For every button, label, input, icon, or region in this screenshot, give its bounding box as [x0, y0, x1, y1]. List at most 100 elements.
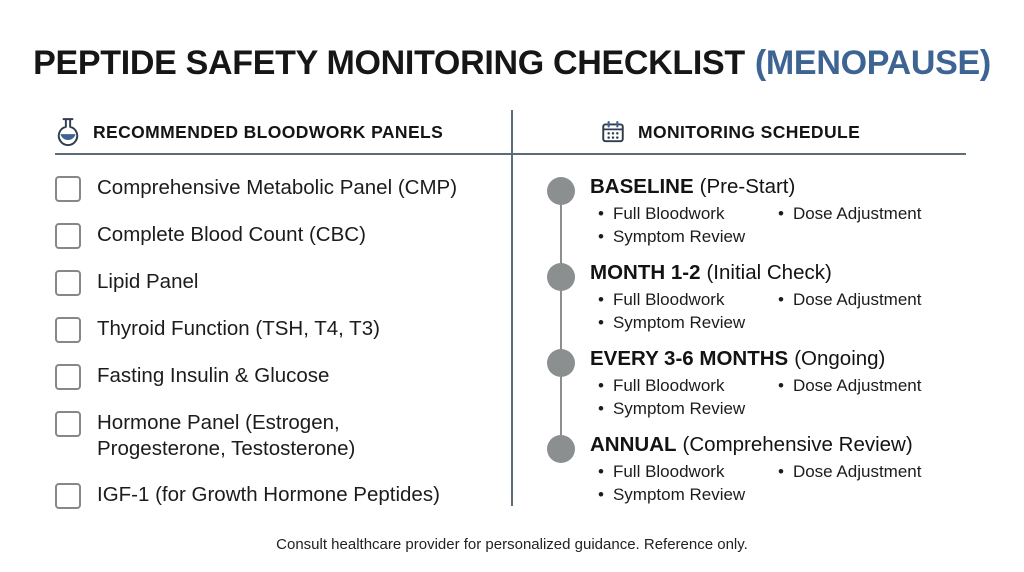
timeline-phase-annual: ANNUAL (Comprehensive Review) • Full Blood…: [547, 433, 972, 519]
checklist-item: Hormone Panel (Estrogen, Progesterone, T…: [55, 410, 503, 462]
column-divider: [511, 110, 513, 506]
section-header-schedule: MONITORING SCHEDULE: [540, 115, 972, 149]
phase-bullets: • Full Bloodwork • Dose Adjustment • Sympto…: [598, 462, 921, 505]
page-title: PEPTIDE SAFETY MONITORING CHECKLIST (MENO…: [0, 44, 1024, 83]
header-rule-left: [55, 153, 520, 155]
item-label: Fasting Insulin & Glucose: [97, 364, 330, 387]
checklist-item: Comprehensive Metabolic Panel (CMP): [55, 175, 503, 202]
bullet-row: • Dose Adjustment: [778, 204, 921, 224]
item-label: Comprehensive Metabolic Panel (CMP): [97, 176, 458, 199]
checkbox-cbc[interactable]: [55, 223, 81, 249]
bullet-icon: •: [778, 376, 784, 395]
item-label: Lipid Panel: [97, 270, 199, 293]
bullet-row: • Full Bloodwork: [598, 204, 778, 224]
bullet-icon: •: [598, 462, 604, 481]
phase-subtitle: (Comprehensive Review): [682, 433, 913, 456]
bullet-row: • Dose Adjustment: [778, 290, 921, 310]
calendar-icon: [600, 119, 626, 145]
timeline-dot: [547, 349, 575, 377]
bullet-row: • Symptom Review: [598, 399, 778, 419]
phase-content: MONTH 1-2 (Initial Check) • Full Bloodwork…: [590, 261, 921, 333]
bullet-row: • Full Bloodwork: [598, 290, 778, 310]
phase-title: MONTH 1-2 (Initial Check): [590, 261, 921, 285]
bullet-label: Symptom Review: [612, 485, 746, 504]
phase-title: BASELINE (Pre-Start): [590, 175, 921, 199]
checkbox-thyroid[interactable]: [55, 317, 81, 343]
bullet-row: • Symptom Review: [598, 227, 778, 247]
bullet-label: Full Bloodwork: [612, 204, 725, 223]
checklist-item: Complete Blood Count (CBC): [55, 222, 503, 249]
phase-name: BASELINE: [590, 175, 694, 198]
timeline-dot: [547, 177, 575, 205]
bullet-label: Symptom Review: [612, 399, 746, 418]
timeline-phase-every-3-6-months: EVERY 3-6 MONTHS (Ongoing) • Full Bloodwor…: [547, 347, 972, 433]
bullet-icon: •: [598, 290, 604, 309]
bloodwork-checklist: Comprehensive Metabolic Panel (CMP) Comp…: [55, 175, 503, 510]
timeline-rail: [560, 193, 562, 449]
footer-note: Consult healthcare provider for personal…: [276, 536, 748, 553]
flask-icon: [55, 117, 81, 147]
phase-content: ANNUAL (Comprehensive Review) • Full Blood…: [590, 433, 921, 505]
bullet-label: Symptom Review: [612, 227, 746, 246]
phase-subtitle: (Pre-Start): [699, 175, 796, 198]
bullet-icon: •: [598, 204, 604, 223]
item-label: Thyroid Function (TSH, T4, T3): [97, 317, 380, 340]
phase-subtitle: (Initial Check): [706, 261, 832, 284]
phase-bullets: • Full Bloodwork • Dose Adjustment • Sympto…: [598, 204, 921, 247]
bullet-label: Symptom Review: [612, 313, 746, 332]
timeline-phase-month-1-2: MONTH 1-2 (Initial Check) • Full Bloodwork…: [547, 261, 972, 347]
checkbox-lipid[interactable]: [55, 270, 81, 296]
section-header-bloodwork: RECOMMENDED BLOODWORK PANELS: [55, 115, 503, 149]
item-label: Hormone Panel (Estrogen, Progesterone, T…: [97, 411, 356, 461]
phase-name: ANNUAL: [590, 433, 677, 456]
bullet-icon: •: [598, 227, 604, 246]
bullet-icon: •: [778, 290, 784, 309]
bullet-row: • Dose Adjustment: [778, 462, 921, 482]
item-label: Complete Blood Count (CBC): [97, 223, 366, 246]
phase-content: BASELINE (Pre-Start) • Full Bloodwork • Dos…: [590, 175, 921, 247]
bullet-label: Full Bloodwork: [612, 462, 725, 481]
checklist-item: Lipid Panel: [55, 269, 503, 296]
phase-content: EVERY 3-6 MONTHS (Ongoing) • Full Bloodwor…: [590, 347, 921, 419]
monitoring-schedule-section: MONITORING SCHEDULE BASELINE (Pre-Start) …: [540, 115, 972, 519]
phase-title: ANNUAL (Comprehensive Review): [590, 433, 921, 457]
bullet-label: Dose Adjustment: [792, 376, 922, 395]
item-label: IGF-1 (for Growth Hormone Peptides): [97, 483, 440, 507]
checkbox-insulin-glucose[interactable]: [55, 364, 81, 390]
phase-bullets: • Full Bloodwork • Dose Adjustment • Sympto…: [598, 290, 921, 333]
bloodwork-panel-section: RECOMMENDED BLOODWORK PANELS Comprehensi…: [55, 115, 503, 529]
bullet-icon: •: [598, 485, 604, 504]
header-rule-right: [504, 153, 966, 155]
phase-bullets: • Full Bloodwork • Dose Adjustment • Sympto…: [598, 376, 921, 419]
page-title-main: PEPTIDE SAFETY MONITORING CHECKLIST: [33, 44, 745, 82]
bullet-icon: •: [598, 313, 604, 332]
phase-subtitle: (Ongoing): [794, 347, 886, 370]
checklist-item: IGF-1 (for Growth Hormone Peptides): [55, 482, 503, 510]
timeline-dot: [547, 435, 575, 463]
section-title-bloodwork: RECOMMENDED BLOODWORK PANELS: [93, 121, 444, 142]
checkbox-hormone-panel[interactable]: [55, 411, 81, 437]
bullet-icon: •: [598, 399, 604, 418]
bullet-label: Dose Adjustment: [792, 290, 922, 309]
bullet-label: Dose Adjustment: [792, 462, 922, 481]
section-title-schedule: MONITORING SCHEDULE: [638, 121, 861, 142]
bullet-row: • Symptom Review: [598, 313, 778, 333]
phase-name: MONTH 1-2: [590, 261, 701, 284]
checkbox-cmp[interactable]: [55, 176, 81, 202]
bullet-label: Full Bloodwork: [612, 290, 725, 309]
bullet-row: • Symptom Review: [598, 485, 778, 505]
bullet-row: • Full Bloodwork: [598, 462, 778, 482]
schedule-timeline: BASELINE (Pre-Start) • Full Bloodwork • Dos…: [540, 175, 972, 519]
bullet-label: Dose Adjustment: [792, 204, 922, 223]
bullet-icon: •: [778, 204, 784, 223]
phase-name: EVERY 3-6 MONTHS: [590, 347, 789, 370]
bullet-label: Full Bloodwork: [612, 376, 725, 395]
phase-title: EVERY 3-6 MONTHS (Ongoing): [590, 347, 921, 371]
bullet-icon: •: [598, 376, 604, 395]
bullet-row: • Dose Adjustment: [778, 376, 921, 396]
page-title-highlight: (MENOPAUSE): [754, 44, 991, 82]
bullet-icon: •: [778, 462, 784, 481]
checkbox-igf1[interactable]: [55, 483, 81, 510]
checklist-item: Fasting Insulin & Glucose: [55, 363, 503, 390]
